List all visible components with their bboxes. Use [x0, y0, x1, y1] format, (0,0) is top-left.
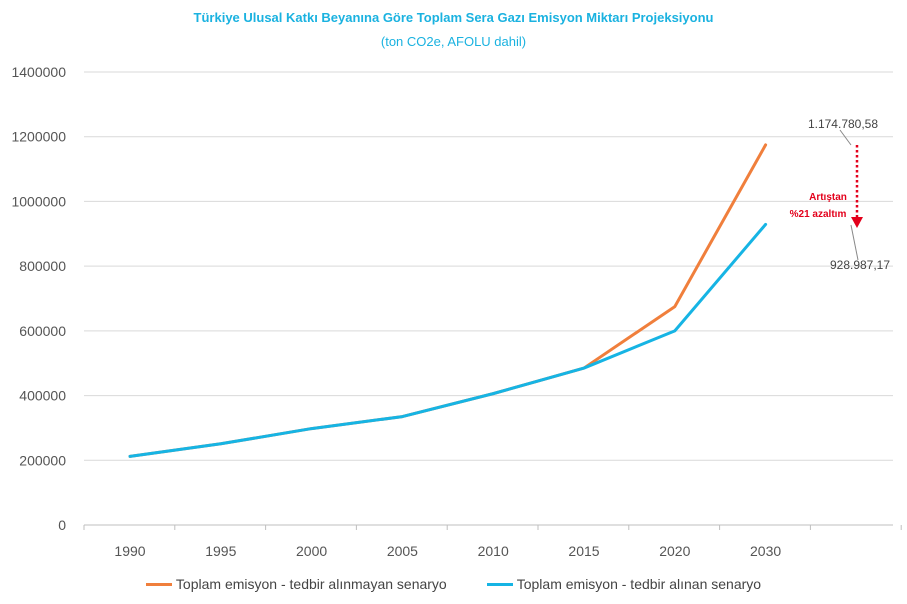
y-tick-label: 1000000 — [11, 193, 66, 209]
y-tick-label: 1400000 — [11, 64, 66, 80]
x-tick-label: 2015 — [568, 543, 599, 559]
y-tick-label: 800000 — [19, 258, 66, 274]
reduction-label-line1: Artıştan — [809, 192, 847, 203]
y-tick-label: 0 — [58, 517, 66, 533]
reduction-label-line2: %21 azaltım — [790, 209, 847, 220]
legend-label-with-measures: Toplam emisyon - tedbir alınan senaryo — [516, 576, 762, 592]
legend-item-with-measures: Toplam emisyon - tedbir alınan senaryo — [486, 576, 762, 592]
x-tick-label: 1995 — [205, 543, 236, 559]
top-value-label: 1.174.780,58 — [808, 117, 878, 131]
y-tick-label: 400000 — [19, 388, 66, 404]
legend-swatch-orange — [145, 582, 172, 586]
top-value-leader — [839, 129, 852, 146]
x-axis-ticks: 1990 1995 2000 2005 2010 2015 2020 2030 — [114, 543, 781, 559]
line-chart: 0 200000 400000 600000 800000 1000000 1200000 1… — [11, 64, 902, 559]
series-lines — [128, 143, 768, 458]
chart-subtitle: (ton CO2e, AFOLU dahil) — [380, 34, 527, 49]
bottom-value-label: 928.987,17 — [830, 258, 890, 272]
legend-swatch-blue — [486, 582, 513, 586]
legend-item-no-measures: Toplam emisyon - tedbir alınmayan senary… — [145, 576, 447, 592]
x-axis — [83, 524, 902, 530]
y-tick-label: 600000 — [19, 323, 66, 339]
x-tick-label: 2005 — [387, 543, 418, 559]
x-tick-label: 2000 — [296, 543, 327, 559]
x-tick-label: 1990 — [114, 543, 145, 559]
chart-title: Türkiye Ulusal Katkı Beyanına Göre Topla… — [193, 10, 714, 25]
reduction-arrowhead — [851, 217, 863, 228]
y-tick-label: 1200000 — [11, 129, 66, 145]
gridlines — [84, 71, 893, 461]
y-tick-label: 200000 — [19, 452, 66, 468]
bottom-value-leader — [850, 224, 859, 261]
legend-label-no-measures: Toplam emisyon - tedbir alınmayan senary… — [175, 576, 447, 592]
series-line-1 — [128, 143, 768, 458]
x-tick-label: 2020 — [659, 543, 690, 559]
x-tick-label: 2010 — [478, 543, 509, 559]
legend: Toplam emisyon - tedbir alınmayan senary… — [0, 576, 907, 592]
x-tick-label: 2030 — [750, 543, 781, 559]
annotations: 1.174.780,58 928.987,17 Artıştan %21 aza… — [790, 117, 891, 272]
series-line-2 — [128, 222, 768, 458]
y-axis-ticks: 0 200000 400000 600000 800000 1000000 1200000 1… — [11, 64, 66, 533]
